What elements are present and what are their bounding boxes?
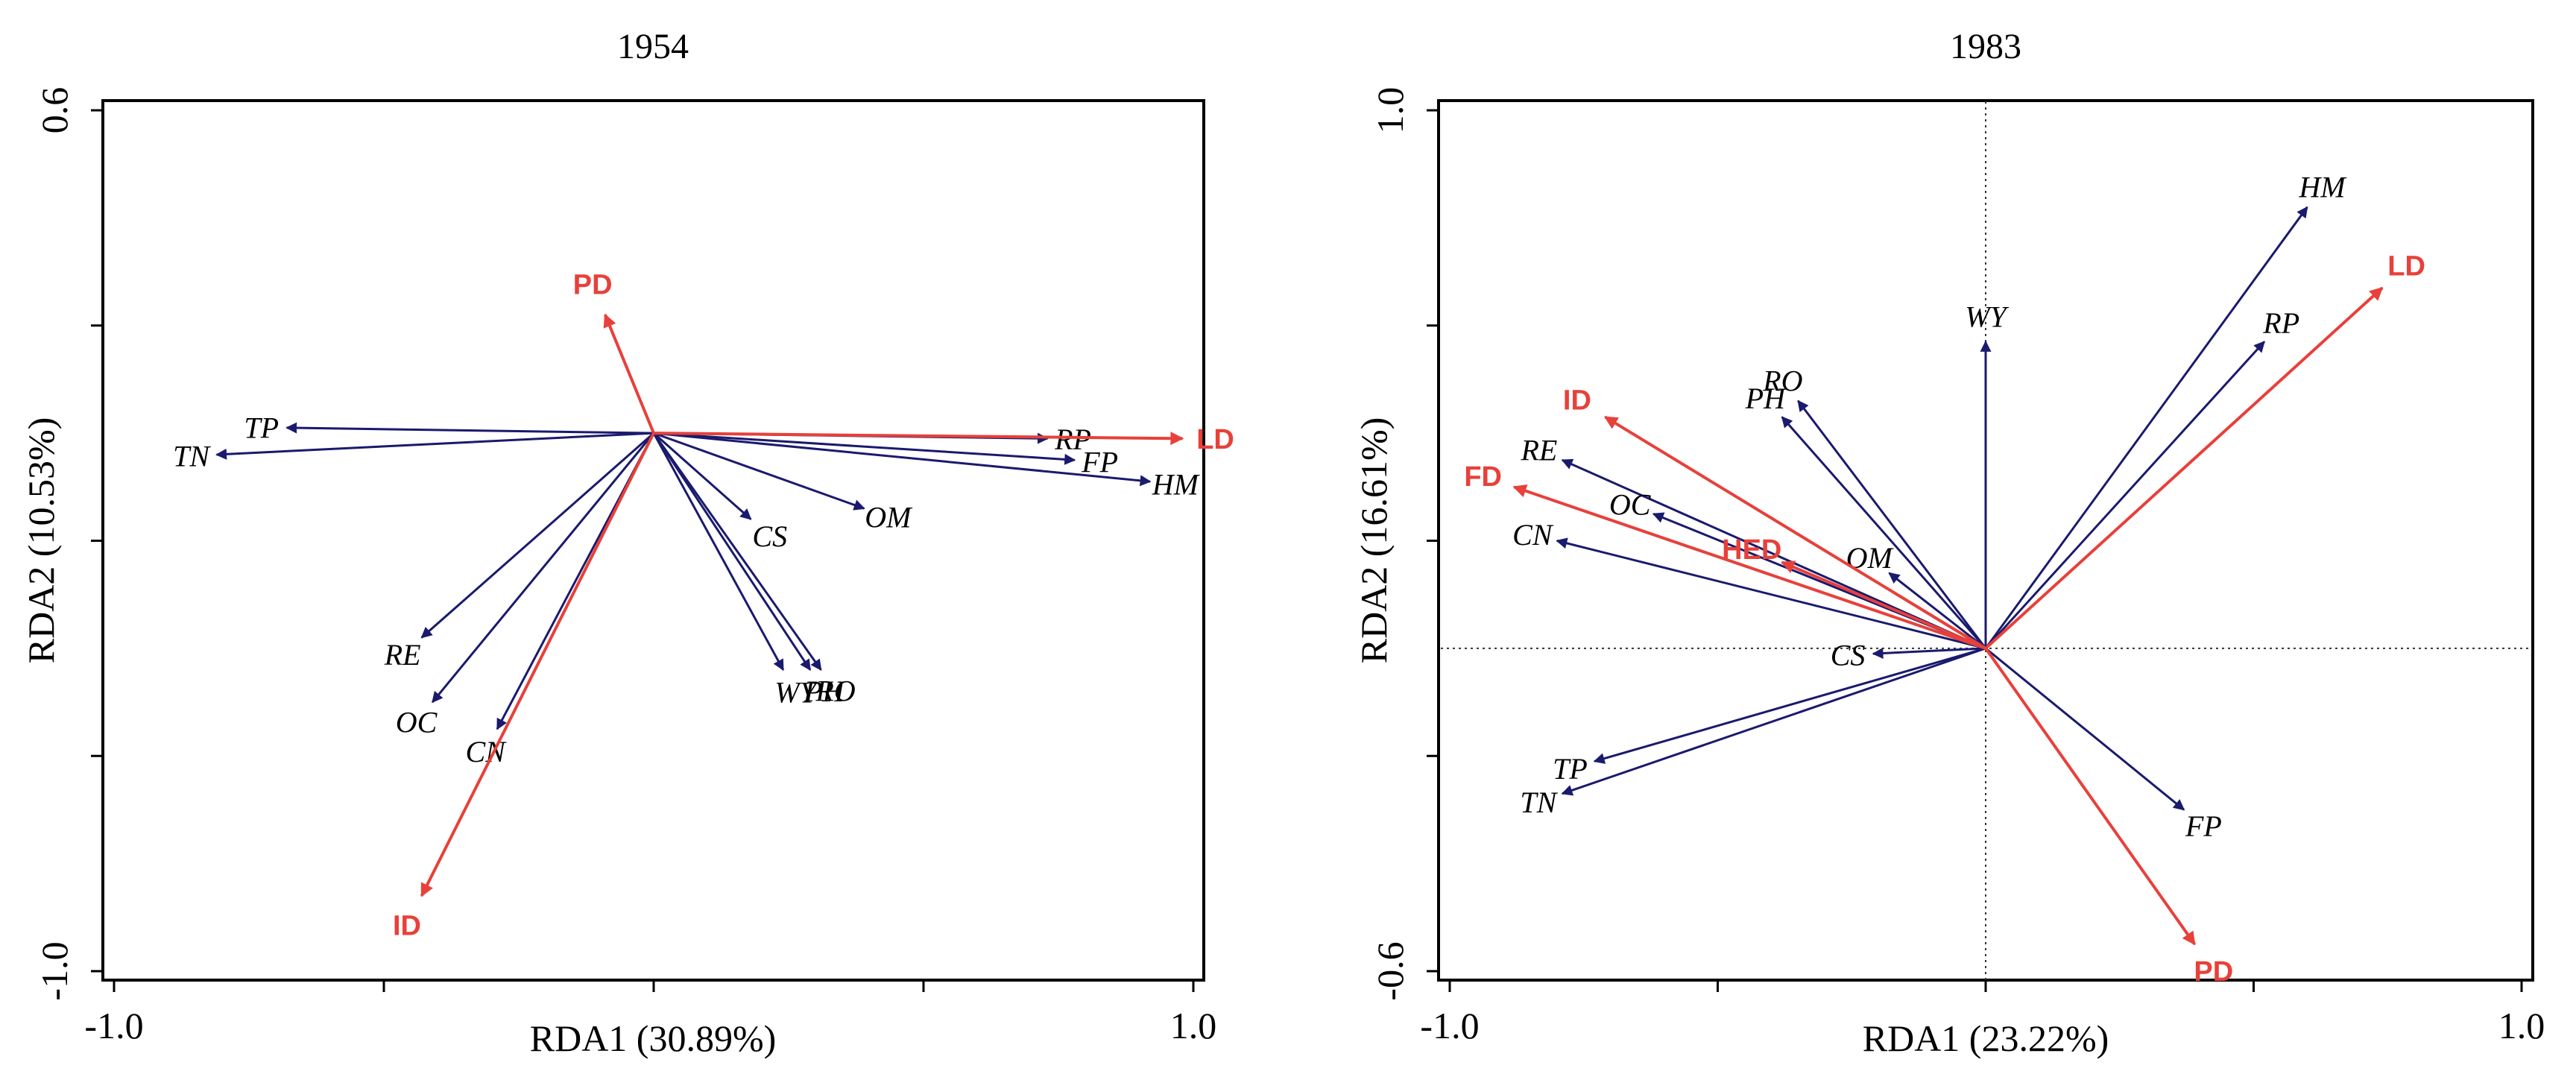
env-arrow-pd bbox=[603, 313, 655, 434]
species-label-tn: TN bbox=[1520, 786, 1558, 819]
species-label-oc: OC bbox=[396, 705, 438, 739]
panel-title: 1954 bbox=[617, 27, 689, 66]
x-tick-label: 1.0 bbox=[2498, 1005, 2545, 1046]
species-arrow-tp bbox=[1593, 647, 1986, 764]
env-arrow-ld bbox=[653, 432, 1184, 446]
species-label-ro: RO bbox=[1762, 364, 1802, 398]
species-arrow-hm bbox=[1984, 206, 2308, 649]
env-label-hed: HED bbox=[1722, 534, 1781, 566]
species-arrow-ph bbox=[652, 432, 812, 672]
rda-panel-1954: 1954 -1.0 1.0 -1.00.6 TPTNRPFPHMCSOMREOCC… bbox=[20, 27, 1234, 1059]
env-arrow-ld bbox=[1984, 286, 2384, 650]
species-label-fp: FP bbox=[1081, 445, 1118, 479]
y-axis-label: RDA2 (16.61%) bbox=[1353, 417, 1395, 664]
env-label-ld: LD bbox=[2387, 251, 2425, 282]
species-arrow-ph bbox=[1781, 416, 1987, 649]
plot-frame bbox=[101, 99, 1205, 982]
environment-arrows: LD ID FD HED PD bbox=[1464, 251, 2425, 988]
species-label-wy: WY bbox=[774, 676, 818, 710]
species-label-ph: PH bbox=[1745, 382, 1787, 415]
env-label-pd: PD bbox=[2194, 956, 2233, 988]
env-arrow-id bbox=[420, 432, 655, 897]
species-arrow-om bbox=[1888, 572, 1986, 650]
species-arrow-ro bbox=[1797, 399, 1987, 649]
y-tick-label: 0.6 bbox=[34, 87, 75, 134]
species-label-hm: HM bbox=[1152, 467, 1201, 501]
species-arrow-tn bbox=[215, 432, 654, 460]
y-tick-label: -1.0 bbox=[34, 941, 75, 1000]
y-axis-label: RDA2 (10.53%) bbox=[20, 417, 62, 664]
env-arrow-pd bbox=[1984, 647, 2197, 946]
env-arrow-id bbox=[1603, 415, 1987, 650]
x-axis: -1.0 1.0 bbox=[84, 980, 1216, 1046]
species-arrow-oc bbox=[432, 432, 655, 704]
species-label-om: OM bbox=[865, 501, 913, 534]
x-tick-label: -1.0 bbox=[1420, 1005, 1479, 1046]
species-label-wy: WY bbox=[1965, 300, 2009, 333]
species-arrow-cs bbox=[1872, 647, 1986, 659]
env-label-id: ID bbox=[1563, 385, 1591, 417]
x-axis-label: RDA1 (23.22%) bbox=[1863, 1017, 2109, 1059]
species-arrow-rp bbox=[1984, 341, 2265, 649]
environment-arrows: PD LD ID bbox=[393, 270, 1234, 942]
y-axis: -0.6 1.0 bbox=[1369, 87, 1439, 1001]
env-label-pd: PD bbox=[573, 270, 613, 301]
species-arrow-re bbox=[420, 432, 654, 639]
species-label-tp: TP bbox=[1553, 752, 1588, 786]
species-label-fp: FP bbox=[2185, 809, 2222, 843]
species-arrow-hm bbox=[653, 432, 1152, 487]
env-arrow-hed bbox=[1781, 560, 1986, 650]
species-label-rp: RP bbox=[1054, 423, 1091, 456]
species-arrow-om bbox=[653, 432, 865, 511]
env-arrow-fd bbox=[1512, 484, 1986, 650]
species-arrow-cn bbox=[1556, 537, 1986, 650]
species-label-re: RE bbox=[1520, 433, 1557, 467]
env-label-ld: LD bbox=[1196, 424, 1234, 455]
species-label-tp: TP bbox=[244, 411, 279, 444]
rda-panel-1983: 1983 -1.0 1.0 -0.61.0 HMRPWYROPHOMCSREOCC… bbox=[1353, 27, 2545, 1059]
species-label-ph: PH bbox=[804, 675, 845, 708]
y-tick-label: 1.0 bbox=[1369, 87, 1411, 134]
species-label-rp: RP bbox=[2262, 306, 2299, 340]
x-tick-label: -1.0 bbox=[84, 1005, 143, 1046]
species-arrow-wy bbox=[652, 432, 785, 672]
species-label-ro: RO bbox=[815, 675, 855, 708]
species-label-oc: OC bbox=[1609, 488, 1652, 522]
x-tick-label: 1.0 bbox=[1170, 1005, 1217, 1046]
species-label-cs: CS bbox=[1831, 639, 1866, 672]
y-tick-label: -0.6 bbox=[1369, 941, 1411, 1000]
x-axis: -1.0 1.0 bbox=[1420, 980, 2545, 1046]
species-arrow-tn bbox=[1561, 647, 1986, 796]
env-label-fd: FD bbox=[1464, 461, 1502, 493]
species-arrow-fp bbox=[653, 432, 1076, 465]
species-label-tn: TN bbox=[173, 440, 211, 473]
x-axis-label: RDA1 (30.89%) bbox=[530, 1017, 777, 1059]
species-label-hm: HM bbox=[2298, 170, 2347, 203]
species-arrow-tp bbox=[285, 422, 654, 435]
species-arrow-ro bbox=[652, 432, 822, 671]
species-label-cn: CN bbox=[1512, 518, 1554, 552]
env-label-id: ID bbox=[393, 910, 421, 941]
species-label-re: RE bbox=[384, 638, 421, 672]
species-arrow-fp bbox=[1985, 647, 2185, 811]
species-arrow-cs bbox=[653, 432, 752, 520]
species-label-cs: CS bbox=[752, 519, 787, 553]
panel-title: 1983 bbox=[1950, 27, 2021, 66]
y-axis: -1.0 0.6 bbox=[34, 87, 103, 1001]
